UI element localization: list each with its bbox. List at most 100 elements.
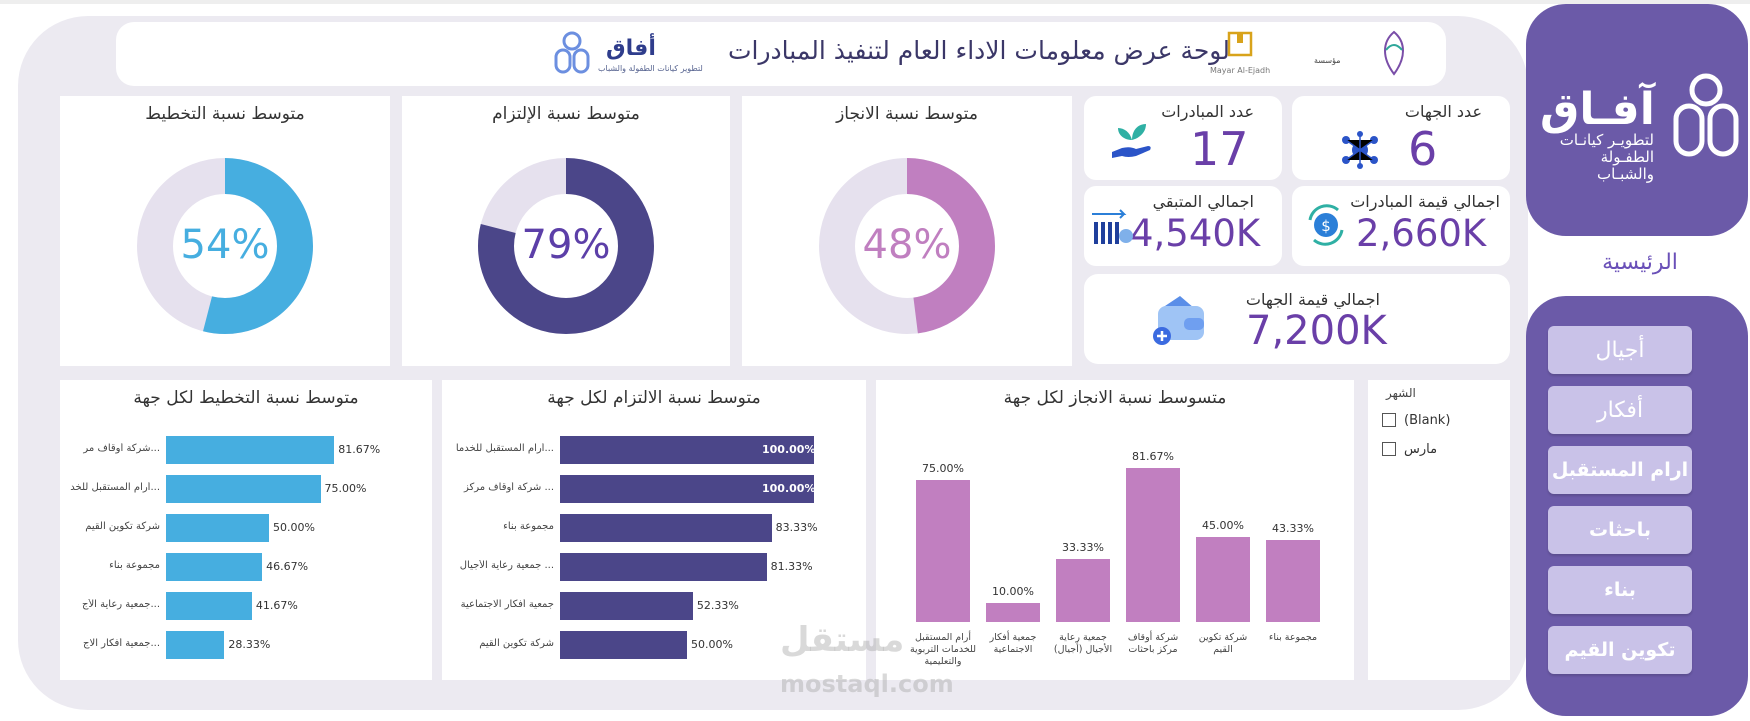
bar-value-label: 81.67% — [338, 443, 381, 456]
bar-category-label: شركة تكوين القيم — [85, 521, 160, 532]
bar-category-label: مجموعة بناء — [503, 521, 554, 532]
nav-button-ajyal[interactable]: أجيال — [1548, 326, 1692, 374]
bar[interactable] — [560, 553, 767, 581]
bar-value-label: 52.33% — [696, 599, 739, 612]
home-button-label[interactable]: الرئيسية — [1602, 250, 1678, 275]
bar-value-label: 83.33% — [775, 521, 818, 534]
header-logo-word: أفاق — [606, 36, 656, 61]
column[interactable] — [1266, 540, 1320, 622]
sidebar-brand-subtitle: لتطويـر كيانـات الطفـولة والشبـاب — [1559, 131, 1654, 183]
kpi-entities-value-card: اجمالي قيمة الجهات 7,200K — [1084, 274, 1510, 364]
kpi-initiatives-count-value: 17 — [1190, 122, 1249, 176]
month-slicer-title: الشهر — [1386, 386, 1416, 400]
bar[interactable] — [560, 475, 814, 503]
gauge-commitment-value: 79% — [521, 222, 611, 268]
bar-value-label: 46.67% — [266, 560, 309, 573]
column-value-label: 33.33% — [1062, 541, 1104, 555]
bar[interactable] — [166, 553, 263, 581]
slicer-option-blank[interactable]: (Blank) — [1382, 411, 1450, 429]
bar-value-label: 41.67% — [255, 599, 298, 612]
slicer-option-march[interactable]: مارس — [1382, 440, 1437, 458]
column-value-label: 75.00% — [922, 462, 964, 476]
gauge-commitment-donut — [478, 158, 654, 334]
bar-value-label: 50.00% — [273, 521, 315, 534]
column[interactable] — [1196, 537, 1250, 622]
blank-checkbox[interactable] — [1382, 413, 1396, 427]
afaq-brand-icon — [1673, 73, 1739, 157]
column[interactable] — [916, 480, 970, 622]
bar-value-label: 100.00% — [762, 482, 816, 495]
bar-category-label: ... جمعية رعاية الأجيال — [459, 560, 554, 571]
budget-columns-icon — [1092, 209, 1133, 244]
currency-exchange-icon: $ — [1308, 204, 1344, 246]
kpi-entities-count-title: عدد الجهات — [1404, 102, 1482, 121]
kpi-remaining-value: 4,540K — [1130, 212, 1261, 255]
bar[interactable] — [166, 475, 321, 503]
commitment-bar-chart-panel: متوسط نسبة الالتزام لكل جهة ...أرام المس… — [442, 380, 866, 680]
column[interactable] — [986, 603, 1040, 622]
kpi-entities-count-value: 6 — [1408, 122, 1438, 176]
gauge-planning-panel: متوسط نسبة التخطيط 54% — [60, 96, 390, 366]
commitment-chart-title: متوسط نسبة الالتزام لكل جهة — [547, 388, 761, 408]
bar[interactable] — [166, 592, 252, 620]
column-category-label: شركة أوقاف مركز باحثات — [1127, 632, 1179, 655]
kpi-initiatives-value-value: 2,660K — [1356, 212, 1487, 255]
commitment-bars: ...أرام المستقبل للخدما 100.00% ... شركة أ… — [442, 380, 866, 680]
bar[interactable] — [560, 592, 693, 620]
mayar-logo-subtitle: Mayar Al-Ejadh — [1210, 66, 1271, 75]
wallet-icon — [1153, 296, 1204, 345]
kpi-entities-value-value: 7,200K — [1246, 308, 1387, 354]
planning-chart-title: متوسط نسبة التخطيط لكل جهة — [133, 388, 359, 408]
kpi-initiatives-count-title: عدد المبادرات — [1161, 102, 1254, 121]
gauge-value-arc — [819, 158, 995, 334]
column-category-label: شركة تكوين القيم — [1198, 632, 1248, 655]
column-value-label: 10.00% — [992, 585, 1034, 599]
planning-bar-chart-panel: متوسط نسبة التخطيط لكل جهة ...شركة أوقاف… — [60, 380, 432, 680]
kpi-initiatives-value-card: اجمالي قيمة المبادرات 2,660K $ — [1292, 186, 1510, 266]
watermark-url: mostaql.com — [780, 670, 954, 698]
achievement-chart-title: متسوسط نسبة الانجاز لكل جهة — [1003, 388, 1227, 408]
bar-category-label: شركة تكوين القيم — [479, 638, 554, 649]
afaq-logo-icon — [554, 31, 590, 74]
nav-button-binaa[interactable]: بناء — [1548, 566, 1692, 614]
nav-button-bahithat[interactable]: باحثات — [1548, 506, 1692, 554]
column[interactable] — [1056, 559, 1110, 622]
bar[interactable] — [560, 514, 772, 542]
gauge-commitment-panel: متوسط نسبة الإلتزام 79% — [402, 96, 730, 366]
gauge-value-arc — [137, 158, 313, 334]
bar[interactable] — [560, 436, 814, 464]
column[interactable] — [1126, 467, 1180, 622]
nav-button-aram-almustaqbal[interactable]: ارام المستقبل — [1548, 446, 1692, 494]
bar-category-label: ...أرام المستقبل للخد — [70, 482, 160, 493]
bar-value-label: 100.00% — [762, 443, 816, 456]
sidebar-brand-word: آفـاق — [1540, 84, 1655, 135]
gauge-commitment-title: متوسط نسبة الإلتزام — [492, 104, 640, 124]
svg-text:$: $ — [1321, 217, 1331, 235]
bar-value-label: 81.33% — [770, 560, 813, 573]
page-title: لوحة عرض معلومات الاداء العام لتنفيذ الم… — [728, 36, 1230, 65]
bar-category-label: ...جمعية رعاية الأج — [82, 599, 160, 610]
kpi-remaining-card: اجمالي المتبقي 4,540K — [1084, 186, 1282, 266]
march-checkbox[interactable] — [1382, 442, 1396, 456]
bar-value-label: 50.00% — [691, 638, 733, 651]
kpi-initiatives-value-title: اجمالي قيمة المبادرات — [1350, 192, 1500, 211]
kpi-initiatives-count-card: عدد المبادرات 17 — [1084, 96, 1282, 180]
kpi-entities-count-card: عدد الجهات 6 — [1292, 96, 1510, 180]
column-category-label: مجموعة بناء — [1268, 632, 1318, 643]
bar-category-label: ...شركة أوقاف مر — [83, 443, 160, 454]
gauge-planning-title: متوسط نسبة التخطيط — [145, 104, 305, 124]
march-option-label: مارس — [1404, 441, 1438, 457]
bar-category-label: مجموعة بناء — [109, 560, 160, 571]
nav-button-takwin-alqiyam[interactable]: تكوين القيم — [1548, 626, 1692, 674]
bar[interactable] — [560, 631, 687, 659]
bar[interactable] — [166, 514, 269, 542]
gauge-achievement-panel: متوسط نسبة الانجاز 48% — [742, 96, 1072, 366]
bar[interactable] — [166, 631, 225, 659]
column-value-label: 43.33% — [1272, 522, 1314, 536]
foundation-logo-subtitle: مؤسسة — [1314, 56, 1341, 65]
home-button[interactable] — [1552, 236, 1728, 294]
bar[interactable] — [166, 436, 335, 464]
nav-button-afkar[interactable]: أفكار — [1548, 386, 1692, 434]
bar-category-label: جمعية أفكار الاجتماعية — [460, 599, 554, 610]
gauge-planning-value: 54% — [180, 222, 270, 268]
